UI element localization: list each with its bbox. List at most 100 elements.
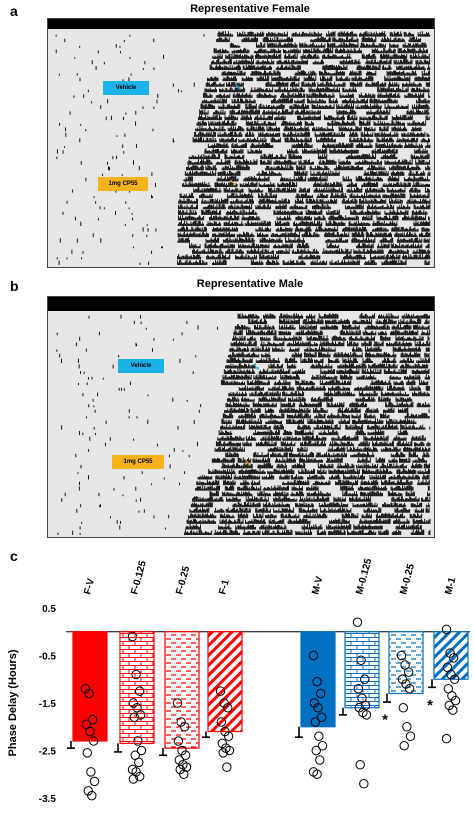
data-point	[360, 674, 370, 684]
data-point	[316, 688, 326, 699]
data-point	[83, 786, 93, 796]
bar	[207, 631, 243, 733]
activity-row	[79, 136, 430, 143]
activity-row	[104, 440, 431, 447]
data-point	[355, 760, 365, 770]
data-point	[220, 726, 230, 737]
data-point	[401, 679, 411, 689]
activity-row	[87, 374, 430, 380]
bar	[164, 631, 200, 749]
activity-row	[88, 474, 430, 480]
data-point	[86, 767, 96, 777]
activity-row	[61, 424, 431, 430]
activity-row	[64, 36, 422, 43]
vehicle-label: Vehicle	[118, 359, 164, 373]
activity-row	[56, 253, 431, 260]
category-label: F-0.25	[174, 565, 192, 596]
activity-row	[89, 435, 426, 441]
activity-row	[58, 259, 430, 265]
activity-row	[72, 187, 431, 193]
data-point	[450, 695, 461, 706]
activity-row	[112, 457, 428, 463]
activity-row	[80, 220, 431, 226]
data-point	[173, 736, 184, 746]
data-point	[217, 738, 228, 749]
activity-row	[100, 103, 430, 109]
data-point	[398, 703, 408, 713]
data-point	[448, 705, 458, 715]
data-point	[88, 714, 98, 725]
data-point	[177, 745, 187, 756]
data-point	[315, 755, 325, 765]
activity-row	[80, 462, 430, 469]
panel-a-letter: a	[10, 3, 18, 19]
data-point	[397, 674, 408, 684]
data-point	[314, 731, 324, 741]
category-label: M-0.125	[354, 557, 374, 596]
activity-row	[64, 490, 431, 497]
activity-row	[88, 401, 431, 408]
data-point	[223, 731, 234, 741]
activity-row	[64, 142, 431, 148]
activity-row	[74, 53, 430, 59]
activity-row	[75, 451, 430, 458]
data-point	[127, 631, 138, 642]
data-point	[312, 769, 322, 779]
data-point	[449, 653, 459, 663]
data-point	[216, 717, 227, 727]
data-point	[316, 712, 327, 722]
data-point	[361, 710, 372, 720]
data-point	[441, 624, 452, 635]
data-point	[441, 733, 452, 744]
activity-row	[69, 109, 430, 115]
panel-c-letter: c	[10, 548, 18, 564]
data-point	[352, 617, 363, 627]
activity-row	[75, 340, 431, 347]
activity-row	[118, 385, 430, 391]
activity-row	[79, 75, 431, 82]
activity-row	[59, 120, 427, 126]
activity-row	[82, 390, 430, 397]
activity-row	[76, 507, 430, 513]
activity-row	[79, 524, 422, 530]
activity-row	[95, 64, 431, 70]
activity-row	[77, 379, 429, 386]
male-actogram: Vehicle 1mg CP55 ➘ ➘	[47, 296, 435, 538]
data-point	[85, 726, 95, 737]
data-point	[308, 650, 319, 661]
category-label: F-1	[217, 578, 232, 596]
activity-row	[133, 318, 430, 325]
drug-arrow-icon: ➘	[244, 458, 253, 469]
data-point	[219, 698, 229, 708]
data-point	[223, 703, 233, 713]
data-point	[402, 722, 412, 732]
data-point	[136, 745, 147, 756]
data-point	[313, 703, 323, 713]
data-point	[135, 771, 145, 782]
data-point	[131, 669, 141, 680]
drug-label: 1mg CP55	[112, 455, 164, 469]
data-point	[175, 764, 185, 775]
data-point	[399, 741, 409, 751]
data-point	[89, 776, 100, 787]
activity-row	[85, 412, 430, 419]
phase-delay-bar-chart: Phase Delay (Hours) 0.5 -0.5 -1.5 -2.5 -3.5 F-…	[7, 557, 470, 805]
data-point	[447, 691, 457, 701]
y-tick-label: -1.5	[39, 699, 57, 710]
activity-row	[79, 42, 427, 48]
vehicle-arrow-icon: ➘	[234, 82, 243, 93]
data-point	[359, 779, 369, 789]
activity-row	[142, 226, 430, 232]
data-point	[176, 717, 186, 727]
actogram-header-bar	[48, 19, 434, 29]
category-label: M-0.25	[398, 562, 417, 595]
data-point	[449, 674, 460, 684]
female-actogram: Vehicle 1mg CP55 ➘ ➘	[47, 18, 435, 268]
activity-row	[145, 324, 430, 330]
activity-row	[79, 335, 430, 341]
bar	[344, 631, 380, 709]
data-point	[128, 774, 139, 784]
data-point	[446, 669, 456, 680]
activity-row	[132, 242, 430, 249]
activity-row	[55, 47, 428, 54]
